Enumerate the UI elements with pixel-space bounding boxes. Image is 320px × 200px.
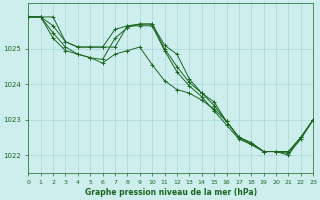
X-axis label: Graphe pression niveau de la mer (hPa): Graphe pression niveau de la mer (hPa) <box>85 188 257 197</box>
